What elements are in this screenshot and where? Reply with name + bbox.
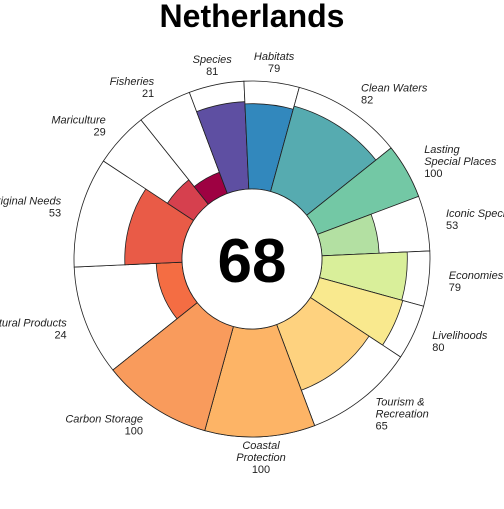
goal-score-coastal-protection: 100 [252, 464, 270, 476]
overall-score: 68 [218, 227, 287, 296]
goal-score-carbon-storage: 100 [125, 425, 143, 437]
goal-score-mariculture: 29 [94, 127, 106, 139]
goal-label-species: Species [193, 54, 233, 66]
petal-layer [73, 80, 431, 438]
label-layer: Natural Products24Aboriginal Needs53Mari… [0, 51, 504, 476]
goal-score-aboriginal-needs: 53 [49, 207, 61, 219]
goal-label-habitats: Habitats [254, 51, 295, 63]
goal-score-lasting-special-places: 100 [424, 168, 442, 180]
goal-label-clean-waters: Clean Waters [361, 83, 428, 95]
chart-title: Netherlands [160, 0, 345, 34]
goal-label-livelihoods: Livelihoods [432, 330, 488, 342]
goal-label-tourism-and-recreation: Tourism & Recreation [376, 397, 429, 421]
goal-label-mariculture: Mariculture [51, 115, 105, 127]
goal-score-habitats: 79 [268, 63, 280, 75]
goal-label-lasting-special-places: Lasting Special Places [424, 144, 497, 168]
goal-score-fisheries: 21 [142, 88, 154, 100]
goal-label-carbon-storage: Carbon Storage [65, 413, 143, 425]
goal-score-livelihoods: 80 [432, 342, 444, 354]
goal-score-species: 81 [206, 66, 218, 78]
goal-label-natural-products: Natural Products [0, 318, 67, 330]
goal-score-clean-waters: 82 [361, 95, 373, 107]
goal-label-iconic-species: Iconic Species [446, 208, 504, 220]
goal-label-coastal-protection: Coastal Protection [236, 440, 286, 464]
goal-score-iconic-species: 53 [446, 220, 458, 232]
goal-label-fisheries: Fisheries [110, 76, 155, 88]
goal-score-tourism-and-recreation: 65 [376, 421, 388, 433]
center-circle [181, 188, 323, 330]
goal-score-economies: 79 [449, 282, 461, 294]
goal-score-natural-products: 24 [54, 330, 66, 342]
goal-label-economies: Economies [449, 270, 504, 282]
goal-label-aboriginal-needs: Aboriginal Needs [0, 195, 62, 207]
